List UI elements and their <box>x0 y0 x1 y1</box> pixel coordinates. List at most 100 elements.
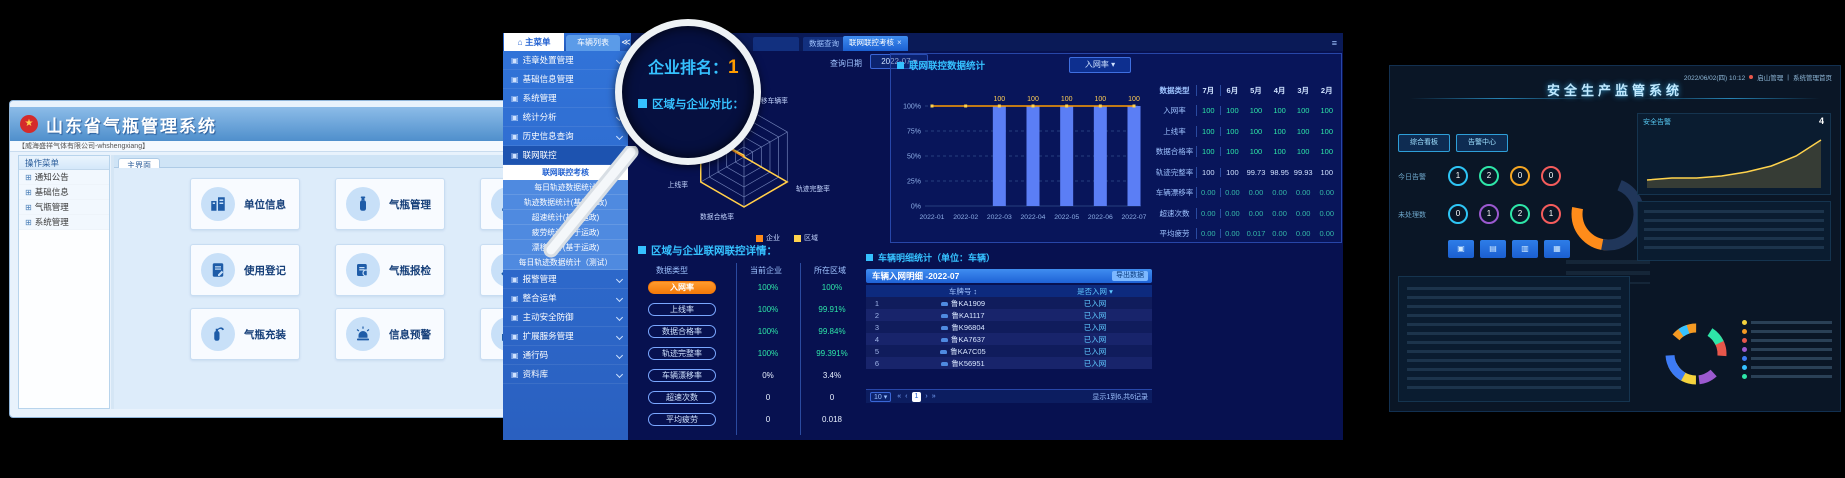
vehicle-row[interactable]: 5 鲁KA7C05 已入网 <box>866 345 1152 357</box>
svg-text:2022-02: 2022-02 <box>953 214 978 221</box>
chevron-down-icon <box>615 370 624 378</box>
close-icon[interactable]: × <box>897 38 902 47</box>
pie-legend <box>1742 318 1832 381</box>
data-type-button[interactable]: 入网率 <box>648 281 716 294</box>
sidebar-item[interactable]: ⊞ 系统管理 <box>19 215 109 230</box>
legend-item <box>1742 345 1832 354</box>
collapse-icon[interactable]: ≪ <box>621 37 631 47</box>
decor-line <box>1410 98 1590 99</box>
legend-dot-icon <box>1742 329 1747 334</box>
legend-label-skeleton <box>1751 357 1832 360</box>
legend-dot-icon <box>1742 356 1747 361</box>
decor-line <box>1640 98 1820 99</box>
region-value: 99.91% <box>818 305 846 314</box>
sidebar-item[interactable]: ⊞ 基础信息 <box>19 185 109 200</box>
sidebar-item[interactable]: ⊞ 气瓶管理 <box>19 200 109 215</box>
user-name[interactable]: 启山管理 <box>1757 75 1784 82</box>
data-type-button[interactable]: 车辆漂移率 <box>648 369 716 382</box>
expand-plus-icon[interactable]: ⊞ <box>25 203 32 212</box>
current-page[interactable]: 1 <box>911 391 922 402</box>
enterprise-value: 100% <box>757 349 779 358</box>
menu-item[interactable]: ▣ 基础信息管理 <box>503 70 628 89</box>
tab-main-view[interactable]: 主界面 <box>118 158 160 171</box>
nav-button-alarms[interactable]: 告警中心 <box>1456 134 1508 152</box>
card-cylinder-inspect[interactable]: 气瓶报检 <box>335 244 445 296</box>
section-square-icon <box>897 62 904 69</box>
expand-plus-icon[interactable]: ⊞ <box>25 173 32 182</box>
pagination-summary: 显示1到6,共6记录 <box>1092 393 1148 401</box>
gas-cylinder-icon <box>346 187 380 221</box>
tile-row: ▣ ▤ ▥ ▦ <box>1448 240 1588 260</box>
vehicle-row[interactable]: 3 鲁K96804 已入网 <box>866 321 1152 333</box>
quick-tile-button[interactable]: ▦ <box>1544 240 1570 258</box>
sidebar-item[interactable]: ⊞ 通知公告 <box>19 170 109 185</box>
sidebar-splitter[interactable] <box>111 155 114 409</box>
bar-chart: 0% 25% 50% 75% 100% 100 100 100 100 100 2022-01 202… <box>903 96 1147 221</box>
metric-dropdown[interactable]: 入网率 ▾ <box>1069 57 1131 73</box>
submenu-item[interactable]: 漂移统计(基于运政) <box>503 240 628 255</box>
nav-button-board[interactable]: 综合看板 <box>1398 134 1450 152</box>
menu-item[interactable]: ▣ 扩展服务管理 <box>503 327 628 346</box>
export-button[interactable]: 导出数据 <box>1112 271 1148 281</box>
submenu-item[interactable]: 联网联控考核 <box>503 165 628 180</box>
menu-item[interactable]: ▣ 统计分析 <box>503 108 628 127</box>
nav-home[interactable]: 系统管理首页 <box>1793 75 1832 82</box>
section-square-icon <box>866 254 873 261</box>
status-column-header[interactable]: 是否入网 ▾ <box>1077 286 1113 296</box>
menu-item[interactable]: ▣ 系统管理 <box>503 89 628 108</box>
vehicle-row[interactable]: 2 鲁KA1117 已入网 <box>866 309 1152 321</box>
car-icon <box>940 337 948 342</box>
data-type-button[interactable]: 轨迹完整率 <box>648 347 716 360</box>
rank-value: 1 <box>728 57 739 78</box>
tab-netlink-assess[interactable]: 联网联控考核 × <box>843 36 908 51</box>
quick-tile-button[interactable]: ▤ <box>1480 240 1506 258</box>
quick-tile-button[interactable]: ▥ <box>1512 240 1538 258</box>
menu-item[interactable]: ▣ 历史信息查询 <box>503 127 628 146</box>
enterprise-value: 0 <box>765 393 771 402</box>
bottom-left-panel <box>1398 276 1630 402</box>
page-size-dropdown[interactable]: 10 ▾ <box>870 391 892 402</box>
last-page-icon[interactable]: » <box>931 393 936 400</box>
region-value: 99.84% <box>818 327 846 336</box>
legend-label-skeleton <box>1751 348 1832 351</box>
submenu-item[interactable]: 每日轨迹数据统计 <box>503 180 628 195</box>
menu-item[interactable]: ▣ 整合运单 <box>503 289 628 308</box>
expand-plus-icon[interactable]: ⊞ <box>25 188 32 197</box>
vehicle-row[interactable]: 1 鲁KA1909 已入网 <box>866 297 1152 309</box>
card-cylinder-filling[interactable]: 气瓶充装 <box>190 308 300 360</box>
menu-item[interactable]: ▣ 联网联控 <box>503 146 628 165</box>
menu-item[interactable]: ▣ 报警管理 <box>503 270 628 289</box>
vehicle-row[interactable]: 6 鲁K56951 已入网 <box>866 357 1152 369</box>
data-type-button[interactable]: 数据合格率 <box>648 325 716 338</box>
card-usage-register[interactable]: 使用登记 <box>190 244 300 296</box>
svg-text:2022-05: 2022-05 <box>1054 214 1079 221</box>
expand-plus-icon[interactable]: ⊞ <box>25 218 32 227</box>
card-unit-info[interactable]: 单位信息 <box>190 178 300 230</box>
submenu-item[interactable]: 每日轨迹数据统计（测试） <box>503 255 628 270</box>
plate-column-header[interactable]: 车牌号 ↕ <box>948 286 978 296</box>
menu-item[interactable]: ▣ 通行码 <box>503 346 628 365</box>
next-page-icon[interactable]: › <box>925 393 928 400</box>
menu-item[interactable]: ▣ 资料库 <box>503 365 628 384</box>
tab-vehicle-list[interactable]: 车辆列表 <box>566 35 620 51</box>
first-page-icon[interactable]: « <box>897 393 902 400</box>
card-info-alert[interactable]: 信息预警 <box>335 308 445 360</box>
data-type-button[interactable]: 超速次数 <box>648 391 716 404</box>
submenu-item[interactable]: 疲劳统计(基于运政) <box>503 225 628 240</box>
menu-item[interactable]: ▣ 主动安全防御 <box>503 308 628 327</box>
more-menu-icon[interactable]: ≡ <box>1331 38 1337 48</box>
vehicle-row[interactable]: 4 鲁KA7637 已入网 <box>866 333 1152 345</box>
submenu-item[interactable]: 超速统计(基于运政) <box>503 210 628 225</box>
data-type-button[interactable]: 平均疲劳 <box>648 413 716 426</box>
quick-tile-button[interactable]: ▣ <box>1448 240 1474 258</box>
submenu-item[interactable]: 轨迹数据统计(基于运政) <box>503 195 628 210</box>
prev-page-icon[interactable]: ‹ <box>905 393 908 400</box>
menu-item[interactable]: ▣ 违章处置管理 <box>503 51 628 70</box>
data-type-button[interactable]: 上线率 <box>648 303 716 316</box>
card-cylinder-mgmt[interactable]: 气瓶管理 <box>335 178 445 230</box>
tab-main-menu[interactable]: ⌂ 主菜单 <box>504 33 564 51</box>
tab-stub[interactable] <box>753 37 799 51</box>
tab-data-query[interactable]: 数据查询 <box>803 37 845 51</box>
legend-item <box>1742 318 1832 327</box>
